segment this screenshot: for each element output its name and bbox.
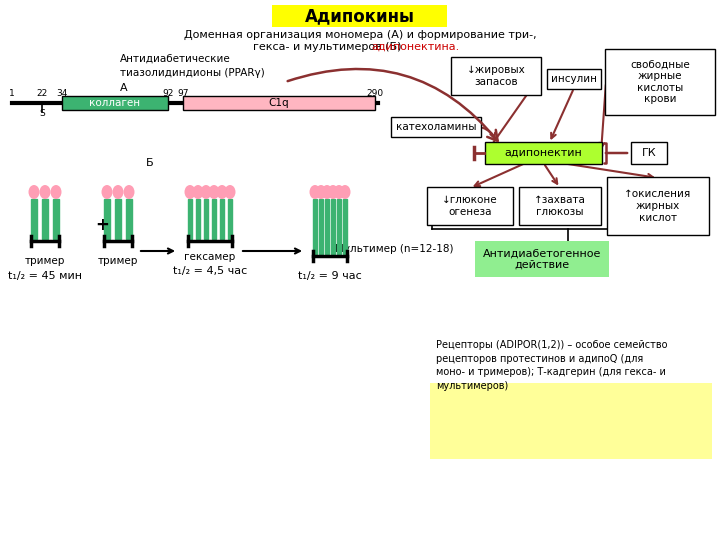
Ellipse shape [200, 185, 212, 199]
Text: Адипокины: Адипокины [305, 7, 415, 25]
Text: 92: 92 [162, 90, 174, 98]
Bar [319, 199, 323, 254]
Bar [313, 199, 317, 254]
Text: Б: Б [146, 158, 154, 168]
Ellipse shape [209, 185, 220, 199]
Text: +: + [95, 216, 109, 234]
FancyBboxPatch shape [519, 187, 601, 225]
Ellipse shape [192, 185, 204, 199]
Text: ↑окисления
жирных
кислот: ↑окисления жирных кислот [624, 190, 692, 222]
Text: тример: тример [98, 256, 138, 266]
FancyBboxPatch shape [62, 96, 168, 110]
FancyBboxPatch shape [475, 241, 609, 277]
Text: t₁/₂ = 4,5 час: t₁/₂ = 4,5 час [173, 266, 247, 276]
Ellipse shape [102, 185, 112, 199]
FancyBboxPatch shape [451, 57, 541, 95]
Ellipse shape [217, 185, 228, 199]
Text: ↓глюконе
огенеза: ↓глюконе огенеза [442, 195, 498, 217]
Text: инсулин: инсулин [551, 74, 597, 84]
Text: 97: 97 [177, 90, 189, 98]
FancyBboxPatch shape [485, 142, 602, 164]
Ellipse shape [124, 185, 135, 199]
Bar [325, 199, 329, 254]
Ellipse shape [322, 185, 333, 199]
Bar [188, 199, 192, 239]
Text: Антидиабетогенное
действие: Антидиабетогенное действие [483, 248, 601, 270]
FancyBboxPatch shape [391, 117, 481, 137]
Bar [204, 199, 208, 239]
Bar [228, 199, 232, 239]
Bar [220, 199, 224, 239]
FancyBboxPatch shape [183, 96, 375, 110]
Text: коллаген: коллаген [89, 98, 140, 108]
Text: Рецепторы (ADIPOR(1,2)) – особое семейство
рецепторов протестинов и адипоQ (для
: Рецепторы (ADIPOR(1,2)) – особое семейст… [436, 340, 667, 391]
Ellipse shape [184, 185, 196, 199]
Text: катехоламины: катехоламины [396, 122, 476, 132]
Bar [126, 199, 132, 239]
Text: ↓жировых
запасов: ↓жировых запасов [467, 65, 526, 87]
Text: S: S [39, 110, 45, 118]
Bar [331, 199, 335, 254]
Ellipse shape [40, 185, 50, 199]
Bar [196, 199, 200, 239]
FancyBboxPatch shape [607, 177, 709, 235]
Bar [343, 199, 347, 254]
Ellipse shape [225, 185, 235, 199]
Text: ↑захвата
глюкозы: ↑захвата глюкозы [534, 195, 586, 217]
Text: Антидиабетические
тиазолидиндионы (PPARγ): Антидиабетические тиазолидиндионы (PPARγ… [120, 54, 265, 78]
Text: адипонектина.: адипонектина. [371, 42, 459, 52]
Bar [42, 199, 48, 239]
Ellipse shape [112, 185, 124, 199]
Ellipse shape [333, 185, 344, 199]
FancyBboxPatch shape [427, 187, 513, 225]
Text: t₁/₂ = 9 час: t₁/₂ = 9 час [298, 271, 362, 281]
Ellipse shape [310, 185, 320, 199]
Bar [31, 199, 37, 239]
Text: тример: тример [24, 256, 66, 266]
Text: свободные
жирные
кислоты
крови: свободные жирные кислоты крови [630, 59, 690, 104]
Ellipse shape [328, 185, 338, 199]
Text: 22: 22 [37, 90, 48, 98]
FancyArrowPatch shape [287, 69, 498, 141]
Text: А: А [120, 83, 127, 93]
Bar [104, 199, 109, 239]
Text: Мультимер (n=12-18): Мультимер (n=12-18) [335, 244, 454, 254]
FancyBboxPatch shape [631, 142, 667, 164]
Ellipse shape [315, 185, 326, 199]
Bar [115, 199, 121, 239]
Bar [337, 199, 341, 254]
Text: t₁/₂ = 45 мин: t₁/₂ = 45 мин [8, 271, 82, 281]
Text: 34: 34 [56, 90, 68, 98]
Ellipse shape [29, 185, 40, 199]
FancyBboxPatch shape [547, 69, 601, 89]
Text: гекса- и мультимеров (Б): гекса- и мультимеров (Б) [253, 42, 405, 52]
FancyBboxPatch shape [605, 49, 715, 115]
Text: Доменная организация мономера (А) и формирование три-,: Доменная организация мономера (А) и форм… [184, 30, 536, 40]
Text: гексамер: гексамер [184, 252, 235, 262]
Text: 1: 1 [9, 90, 15, 98]
Bar [212, 199, 216, 239]
FancyBboxPatch shape [272, 5, 447, 27]
Ellipse shape [340, 185, 351, 199]
Text: C1q: C1q [269, 98, 289, 108]
Text: 290: 290 [366, 90, 384, 98]
Ellipse shape [50, 185, 61, 199]
Bar [53, 199, 59, 239]
FancyBboxPatch shape [430, 383, 712, 459]
Text: адипонектин: адипонектин [505, 148, 582, 158]
Text: ГК: ГК [642, 148, 657, 158]
